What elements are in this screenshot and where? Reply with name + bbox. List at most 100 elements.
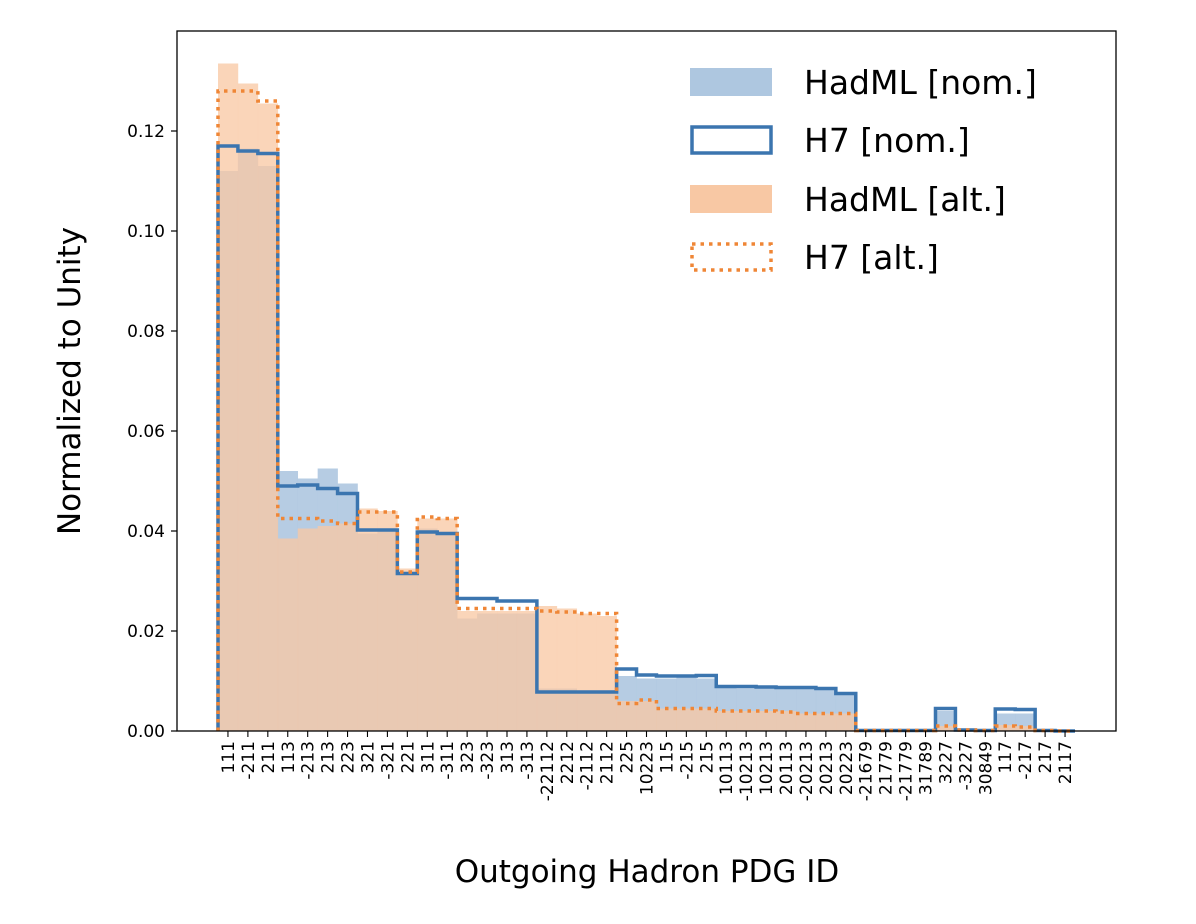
x-tick-label: 31789 bbox=[917, 741, 937, 795]
hadml-alt-bar bbox=[716, 711, 737, 731]
hadml-alt-bar bbox=[317, 526, 338, 731]
x-tick-label: 10113 bbox=[717, 741, 737, 795]
hadml-alt-bar bbox=[377, 511, 398, 731]
x-tick-label: 10223 bbox=[638, 741, 658, 795]
x-tick-label: 117 bbox=[996, 741, 1016, 773]
hadml-alt-bar bbox=[536, 606, 558, 731]
y-tick-label: 0.00 bbox=[127, 722, 165, 742]
x-tick-label: 20113 bbox=[777, 741, 797, 795]
legend-swatch-hadml-nom bbox=[690, 68, 772, 96]
x-tick-label: 211 bbox=[259, 741, 279, 773]
x-tick-label: -10213 bbox=[737, 741, 757, 801]
x-tick-label: 213 bbox=[319, 741, 339, 773]
hadml-alt-bar bbox=[497, 611, 518, 731]
x-tick-label: 215 bbox=[697, 741, 717, 773]
x-tick-label: 2112 bbox=[598, 741, 618, 784]
hadml-alt-bar bbox=[397, 568, 418, 731]
hadml-alt-bar bbox=[596, 616, 617, 731]
hadml-alt-bar bbox=[477, 611, 498, 731]
x-tick-label: -311 bbox=[438, 741, 458, 780]
x-tick-label: 2212 bbox=[558, 741, 578, 784]
y-tick-label: 0.12 bbox=[127, 122, 165, 142]
x-tick-label: 225 bbox=[618, 741, 638, 773]
legend-label-h7-nom: H7 [nom.] bbox=[804, 121, 970, 160]
x-tick-label: -215 bbox=[677, 741, 697, 780]
hadml-alt-bar bbox=[257, 103, 279, 731]
hadml-alt-bar bbox=[815, 713, 837, 731]
y-tick-label: 0.04 bbox=[127, 522, 165, 542]
x-tick-label: 21779 bbox=[877, 741, 897, 795]
hadml-alt-bar bbox=[696, 708, 717, 731]
hadml-alt-bar bbox=[656, 708, 677, 731]
hadml-alt-bar bbox=[835, 713, 857, 731]
x-tick-label: 111 bbox=[219, 741, 239, 773]
hadml-alt-bar bbox=[417, 518, 438, 731]
x-tick-label: 10213 bbox=[757, 741, 777, 795]
x-tick-label: 20213 bbox=[817, 741, 837, 795]
hadml-alt-bar bbox=[576, 613, 597, 731]
hadml-alt-bar bbox=[516, 611, 538, 731]
x-tick-label: -2112 bbox=[578, 741, 598, 790]
hadml-alt-bar bbox=[457, 611, 478, 731]
x-tick-label: 115 bbox=[657, 741, 677, 773]
hadml-alt-bars bbox=[218, 63, 1076, 731]
hadml-alt-bar bbox=[218, 63, 239, 731]
legend: HadML [nom.] H7 [nom.] HadML [alt.] H7 [… bbox=[690, 63, 1037, 277]
x-axis-ticks: 111 -211 211 113 -213 213 223 321 -321 221 311 -311… bbox=[219, 731, 1076, 801]
x-tick-label: 323 bbox=[458, 741, 478, 773]
hadml-alt-bar bbox=[1015, 726, 1036, 731]
hadml-alt-bar bbox=[676, 708, 697, 731]
hadml-alt-bar bbox=[337, 523, 358, 731]
hadml-alt-bar bbox=[616, 701, 637, 731]
x-tick-label: -321 bbox=[378, 741, 398, 780]
x-tick-label: -211 bbox=[239, 741, 259, 780]
x-tick-label: -21679 bbox=[857, 741, 877, 801]
legend-label-hadml-alt: HadML [alt.] bbox=[804, 180, 1006, 219]
y-tick-label: 0.10 bbox=[127, 222, 165, 242]
x-tick-label: 113 bbox=[279, 741, 299, 773]
y-axis-ticks: 0.00 0.02 0.04 0.06 0.08 0.10 0.12 bbox=[127, 122, 177, 742]
hadml-alt-bar bbox=[795, 713, 817, 731]
hadml-alt-bar bbox=[736, 711, 757, 731]
hadml-alt-bar bbox=[297, 528, 318, 731]
y-axis-label: Normalized to Unity bbox=[52, 227, 88, 535]
h7-alt-step-line bbox=[216, 89, 1075, 733]
h7-nom-step-line bbox=[216, 144, 1075, 733]
hadml-alt-bar bbox=[437, 518, 458, 731]
x-tick-label: 221 bbox=[398, 741, 418, 773]
hadml-alt-bar bbox=[776, 711, 797, 731]
x-tick-label: -3227 bbox=[956, 741, 976, 790]
x-axis-label: Outgoing Hadron PDG ID bbox=[455, 854, 840, 890]
y-tick-label: 0.06 bbox=[127, 422, 165, 442]
hadml-alt-bar bbox=[357, 508, 378, 731]
legend-swatch-hadml-alt bbox=[690, 185, 772, 213]
x-tick-label: -217 bbox=[1016, 741, 1036, 780]
legend-swatch-h7-nom bbox=[690, 125, 773, 155]
x-tick-label: 313 bbox=[498, 741, 518, 773]
hadml-alt-bar bbox=[995, 725, 1016, 731]
x-tick-label: 3227 bbox=[936, 741, 956, 784]
x-tick-label: 217 bbox=[1036, 741, 1056, 773]
x-tick-label: 321 bbox=[358, 741, 378, 773]
y-tick-label: 0.02 bbox=[127, 622, 165, 642]
x-tick-label: -213 bbox=[299, 741, 319, 780]
legend-label-hadml-nom: HadML [nom.] bbox=[804, 63, 1037, 102]
x-tick-label: 2117 bbox=[1056, 741, 1076, 784]
x-tick-label: -21779 bbox=[897, 741, 917, 801]
x-tick-label: 223 bbox=[339, 741, 359, 773]
x-tick-label: -323 bbox=[478, 741, 498, 780]
legend-swatch-h7-alt bbox=[690, 242, 773, 272]
x-tick-label: -22112 bbox=[538, 741, 558, 801]
x-tick-label: -313 bbox=[518, 741, 538, 780]
x-tick-label: 30849 bbox=[976, 741, 996, 795]
hadml-alt-bar bbox=[237, 83, 259, 731]
legend-label-h7-alt: H7 [alt.] bbox=[804, 238, 939, 277]
x-tick-label: -20213 bbox=[797, 741, 817, 801]
y-tick-label: 0.08 bbox=[127, 322, 165, 342]
hadml-alt-bar bbox=[935, 726, 956, 731]
hadml-alt-bar bbox=[636, 701, 657, 731]
hadml-alt-bar bbox=[756, 711, 777, 731]
x-tick-label: 311 bbox=[418, 741, 438, 773]
x-tick-label: 20223 bbox=[837, 741, 857, 795]
